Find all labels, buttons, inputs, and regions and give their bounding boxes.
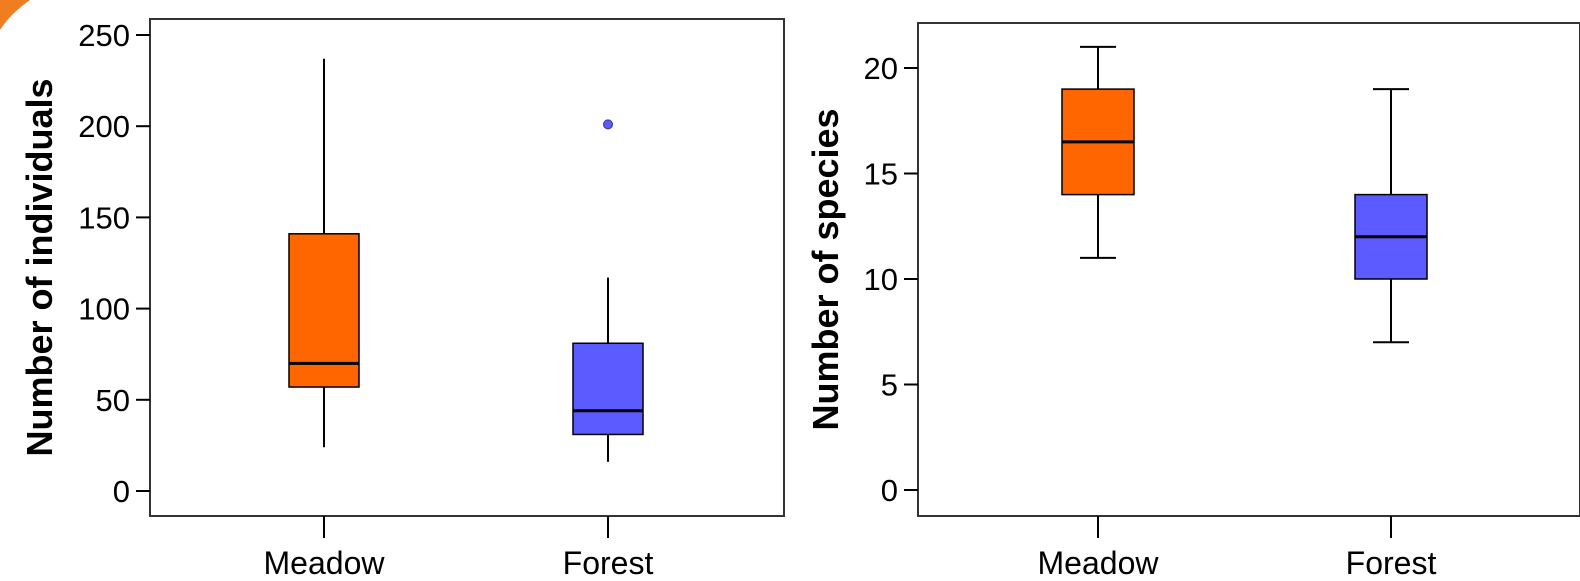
iqr-box bbox=[288, 233, 360, 388]
y-tick-label: 50 bbox=[96, 383, 130, 418]
y-tick-label: 15 bbox=[864, 157, 898, 192]
corner-accent-shape bbox=[0, 0, 30, 30]
y-tick-label: 10 bbox=[864, 262, 898, 297]
y-tick-label: 100 bbox=[78, 292, 130, 327]
box-forest bbox=[572, 119, 644, 462]
y-tick-label: 250 bbox=[78, 18, 130, 53]
category-label-forest: Forest bbox=[1346, 545, 1437, 581]
y-tick-label: 20 bbox=[864, 51, 898, 86]
box-meadow bbox=[1061, 45, 1135, 259]
plot-frame bbox=[149, 18, 785, 517]
chart-individuals: 0 50 100 150 200 250 Number of individuals Mead… bbox=[19, 18, 785, 581]
category-label-meadow: Meadow bbox=[1038, 545, 1160, 581]
y-tick-label: 200 bbox=[78, 109, 130, 144]
plot-frame bbox=[917, 22, 1580, 517]
y-tick-label: 0 bbox=[113, 474, 130, 509]
box-meadow bbox=[288, 58, 360, 448]
y-tick-label: 0 bbox=[881, 473, 898, 508]
y-axis-title: Number of individuals bbox=[19, 78, 60, 456]
outlier-point bbox=[603, 119, 613, 130]
box-forest bbox=[1354, 88, 1428, 344]
y-axis-title: Number of species bbox=[805, 108, 846, 430]
category-label-forest: Forest bbox=[563, 545, 654, 581]
y-tick-label: 150 bbox=[78, 200, 130, 235]
y-tick-label: 5 bbox=[881, 368, 898, 403]
chart-species: 0 5 10 15 20 Number of species Meadow Forest bbox=[805, 22, 1580, 581]
iqr-box bbox=[572, 342, 644, 436]
category-label-meadow: Meadow bbox=[264, 545, 386, 581]
